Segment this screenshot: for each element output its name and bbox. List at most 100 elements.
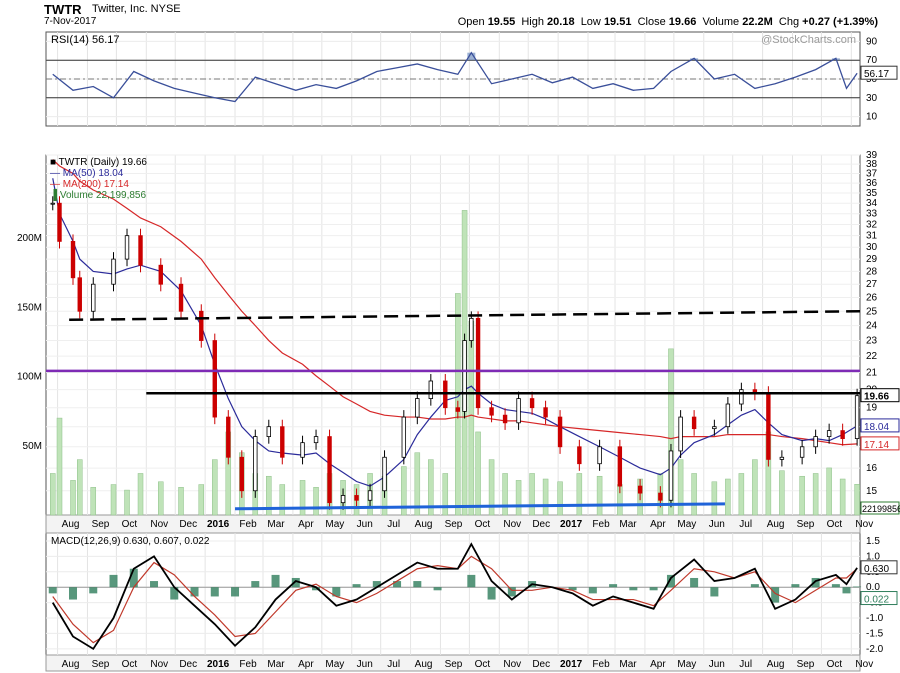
low-value: 19.51 (603, 16, 632, 28)
macd-histogram-bar (372, 581, 381, 588)
price-candle-body (415, 398, 420, 418)
volume-bar (110, 484, 117, 516)
volume-tick-label: 150M (17, 302, 42, 313)
volume-bar (752, 459, 758, 516)
x-tick-label: Oct (827, 519, 843, 530)
rsi-value-box (860, 65, 898, 80)
price-tick-label: 15 (866, 486, 878, 497)
x-tick-label-lower: 2016 (207, 659, 230, 670)
volume-bar (529, 473, 535, 516)
macd-histogram-bar (210, 587, 219, 597)
volume-bar (826, 467, 832, 516)
x-tick-label-lower: Dec (532, 659, 550, 670)
price-tick-label: 22 (866, 351, 878, 362)
volume-bar (414, 452, 421, 516)
price-candle-body (178, 283, 184, 312)
macd-histogram-bar (629, 587, 638, 591)
x-tick-label: Aug (62, 519, 80, 530)
rsi-value-label: 56.17 (864, 69, 889, 80)
price-tick-label: 38 (866, 159, 878, 170)
macd-histogram-bar (771, 587, 780, 603)
x-tick-label-lower: Oct (827, 659, 843, 670)
price-tick-label: 27 (866, 279, 878, 290)
company-name: Twitter, Inc. NYSE (92, 3, 181, 15)
macd-histogram-bar (507, 587, 516, 597)
chart-date: 7-Nov-2017 (44, 16, 97, 27)
macd-histogram-bar (190, 587, 199, 597)
price-legend: ■ TWTR (Daily) 19.66 (50, 157, 147, 168)
price-tick-label: 25 (866, 306, 878, 317)
volume-bar (137, 473, 144, 516)
close-label: Close (637, 16, 666, 28)
macd-histogram-bar (150, 581, 159, 588)
x-tick-label-lower: Aug (415, 659, 433, 670)
price-tick-label: 28 (866, 266, 878, 277)
rsi-overbought-fill (690, 58, 699, 61)
x-tick-label: 2016 (207, 519, 230, 530)
price-candle-body (475, 317, 481, 409)
x-tick-label-lower: Sep (92, 659, 110, 670)
macd-histogram-bar (393, 581, 402, 588)
volume-bar (854, 484, 860, 516)
x-tick-label-lower: Feb (239, 659, 257, 670)
quote-summary: Open 19.55 High 20.18 Low 19.51 Close 19… (458, 16, 878, 28)
x-tick-label: Dec (179, 519, 197, 530)
price-tick-label: 26 (866, 292, 878, 303)
price-candle-body (280, 426, 285, 458)
macd-histogram-bar (831, 584, 840, 588)
price-candle-body (138, 235, 143, 266)
ma50-line (52, 178, 858, 487)
macd-hist-value-box (860, 591, 898, 606)
change-value: +0.27 (+1.39%) (802, 16, 878, 28)
price-candle-body (212, 340, 217, 418)
volume-bar (475, 431, 481, 516)
volume-bar (428, 459, 434, 516)
price-candle-body (668, 450, 674, 501)
volume-bar (691, 473, 697, 516)
change-label: Chg (778, 16, 800, 28)
x-tick-label: Nov (855, 519, 873, 530)
x-tick-label: Sep (92, 519, 110, 530)
price-candle-body (57, 202, 62, 242)
volume-bar (596, 475, 603, 516)
volume-bar (158, 481, 164, 516)
x-tick-label-lower: May (325, 659, 344, 670)
x-tick-label-lower: Feb (592, 659, 610, 670)
x-tick-label: Aug (415, 519, 433, 530)
x-tick-label: Nov (150, 519, 168, 530)
price-candle-body (111, 258, 116, 285)
x-tick-label-lower: Mar (267, 659, 285, 670)
price-candle-body (199, 310, 204, 341)
macd-histogram-bar (433, 587, 442, 591)
price-candle-body (826, 430, 832, 437)
macd-histogram-bar (588, 587, 597, 594)
macd-histogram-bar (332, 587, 341, 597)
volume-bar (50, 473, 56, 516)
price-candle-body (313, 436, 319, 444)
x-tick-label: Mar (619, 519, 637, 530)
price-candle-body (712, 426, 717, 430)
price-candle-body (529, 398, 535, 409)
x-tick-label-lower: Jun (709, 659, 725, 670)
x-tick-label: May (677, 519, 696, 530)
macd-histogram-bar (811, 577, 820, 588)
ma200-value-label-box (860, 436, 900, 451)
price-candle-body (367, 490, 373, 501)
volume-bar (542, 478, 549, 516)
macd-tick-label: 0.0 (866, 582, 880, 593)
macd-histogram-bar (413, 581, 422, 588)
macd-histogram-bar (467, 574, 476, 588)
price-candle-body (469, 317, 474, 341)
price-tick-label: 33 (866, 209, 878, 220)
volume-bar (557, 481, 563, 516)
price-tick-label: 37 (866, 168, 878, 179)
x-axis-band-upper (45, 514, 861, 534)
x-tick-label-lower: Apr (298, 659, 314, 670)
volume-bar (442, 473, 449, 516)
macd-histogram-bar (666, 574, 675, 588)
x-tick-label-lower: Nov (150, 659, 168, 670)
macd-legend: MACD(12,26,9) 0.630, 0.607, 0.022 (51, 536, 210, 547)
price-candle-body (597, 446, 602, 465)
volume-bar (799, 475, 805, 516)
price-candle-body (77, 277, 82, 312)
